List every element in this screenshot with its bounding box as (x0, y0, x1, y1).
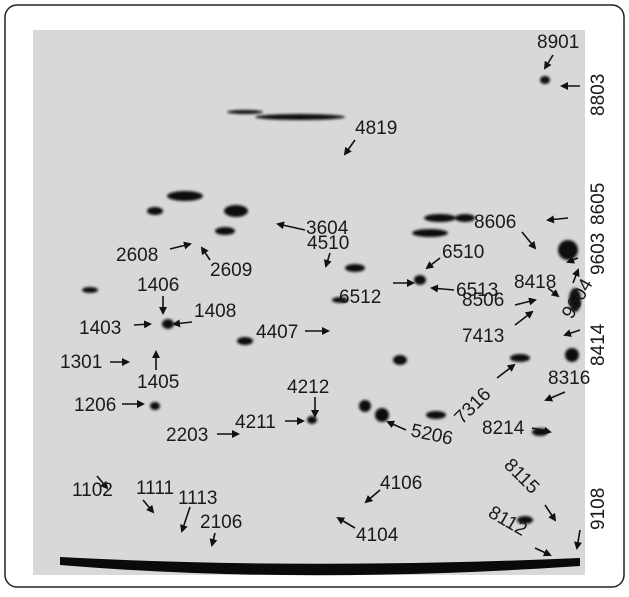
spot-label: 4104 (356, 525, 399, 546)
spot-label: 8214 (482, 418, 525, 439)
spot-label: 8803 (588, 74, 609, 116)
spot-label: 7413 (462, 326, 504, 347)
spot-label: 1403 (79, 318, 121, 339)
spot-label: 4510 (307, 233, 349, 254)
spot-label: 6512 (339, 287, 381, 308)
spot-label: 4212 (287, 377, 329, 398)
gel-figure: 8901 8803 4819 8605 8606 3604 4510 6510 … (0, 0, 629, 592)
spot-label: 8506 (462, 290, 504, 311)
spot-label: 1408 (194, 301, 236, 322)
spot-label: 1301 (60, 352, 102, 373)
spot-label: 2106 (200, 512, 242, 533)
spot-label: 1406 (137, 275, 179, 296)
spot-label: 2609 (210, 260, 252, 281)
spot-label: 1102 (72, 480, 113, 501)
spot-label: 9108 (588, 488, 609, 530)
spot-label: 8414 (588, 323, 609, 366)
spot-label: 2608 (116, 245, 158, 266)
spot-label: 1405 (137, 372, 179, 393)
spot-label: 4211 (235, 412, 276, 433)
spot-label: 6510 (442, 242, 484, 263)
spot-label: 4106 (380, 473, 422, 494)
spot-label: 1113 (178, 488, 217, 509)
spot-label: 4407 (256, 322, 298, 343)
spot-label: 1111 (136, 478, 174, 499)
spot-label: 8316 (548, 368, 590, 389)
spot-label: 2203 (166, 425, 208, 446)
spot-label: 4819 (355, 118, 397, 139)
spot-label: 8418 (514, 272, 556, 293)
spot-label: 8605 (588, 183, 609, 225)
spot-label: 8606 (474, 212, 516, 233)
spot-label: 8901 (537, 32, 579, 53)
spot-label: 1206 (74, 395, 116, 416)
spot-label: 9603 (588, 233, 609, 275)
